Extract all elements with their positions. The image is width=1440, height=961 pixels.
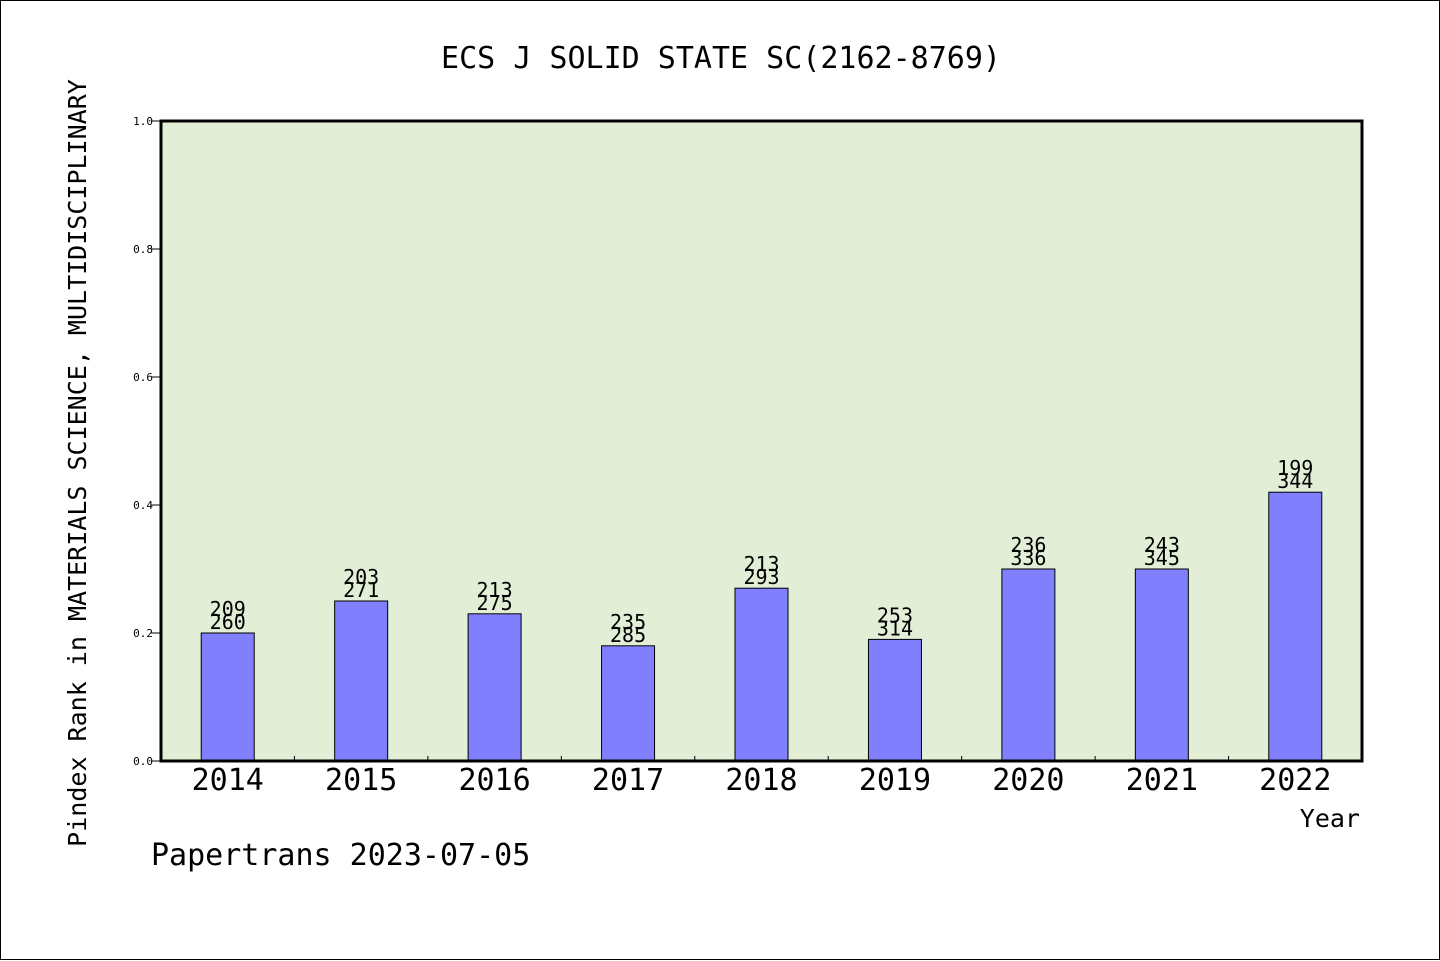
y-tick-label: 1.0 [133,115,153,128]
chart-title: ECS J SOLID STATE SC(2162-8769) [441,41,1001,76]
x-tick-label: 2014 [192,763,264,798]
y-tick-label: 0.2 [133,627,153,640]
bar-2017 [601,645,656,762]
bar-2021 [1134,568,1189,762]
bar-label-top: 235 [610,610,646,634]
bar-label-top: 203 [343,565,379,589]
bar-2018 [734,587,789,762]
bar-label-top: 236 [1010,533,1046,557]
bar-2019 [867,638,922,762]
bar-label-top: 199 [1277,456,1313,480]
bar-label-bottom: 314 [877,616,913,640]
x-tick-label: 2021 [1126,763,1198,798]
bar-2014 [200,632,255,762]
x-axis-label: Year [1300,804,1360,833]
x-tick-label: 2022 [1259,763,1331,798]
bar-label-bottom: 344 [1277,469,1313,493]
y-tick-label: 0.8 [133,243,153,256]
bar-label-bottom: 260 [210,610,246,634]
x-tick-label: 2020 [992,763,1064,798]
x-tick-label: 2019 [859,763,931,798]
bar-label-top: 213 [477,578,513,602]
bar-label-bottom: 345 [1144,546,1180,570]
x-tick-label: 2015 [325,763,397,798]
bars [200,491,1323,762]
bar-2015 [334,600,389,762]
bar-label-top: 209 [210,597,246,621]
y-tick-label: 0.4 [133,499,153,512]
bar-label-bottom: 336 [1010,546,1046,570]
bar-label-top: 243 [1144,533,1180,557]
x-tick-label: 2017 [592,763,664,798]
x-tick-label: 2016 [458,763,530,798]
bar-label-top: 253 [877,603,913,627]
y-axis-label: Pindex Rank in MATERIALS SCIENCE, MULTID… [63,79,92,847]
plot-border [159,119,1364,763]
x-tick-label: 2018 [725,763,797,798]
bar-2022 [1268,491,1323,762]
y-tick-label: 0.6 [133,371,153,384]
bar-label-bottom: 285 [610,623,646,647]
bar-2016 [467,613,522,762]
y-axis: 0.0 0.2 0.4 0.6 0.8 1.0 [133,115,161,768]
y-tick-label: 0.0 [133,755,153,768]
bar-label-bottom: 293 [743,565,779,589]
bar-label-bottom: 275 [477,591,513,615]
footer-credit: Papertrans 2023-07-05 [151,838,530,873]
bar-label-top: 213 [743,552,779,576]
x-axis: 2014 2015 2016 2017 2018 2019 2020 2021 2022 [192,756,1331,798]
bar-2020 [1001,568,1056,762]
bar-label-bottom: 271 [343,578,379,602]
